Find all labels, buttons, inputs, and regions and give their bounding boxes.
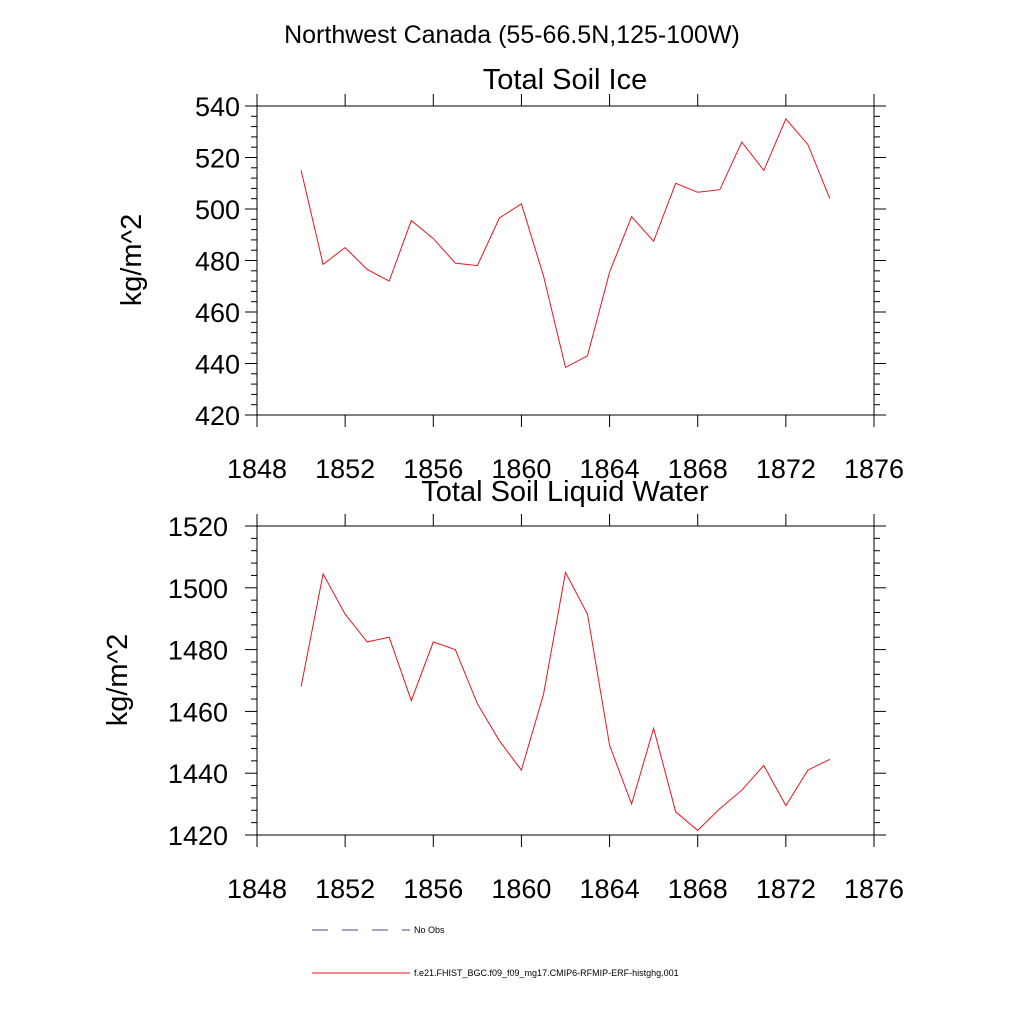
y-axis-label-soil-liquid-water: kg/m^2: [102, 634, 134, 727]
legend: No Obs f.e21.FHIST_BGC.f09_f09_mg17.CMIP…: [312, 925, 679, 978]
y-tick-label: 480: [195, 247, 240, 277]
y-tick-label: 540: [195, 92, 240, 122]
chart-title-soil-liquid-water: Total Soil Liquid Water: [421, 476, 709, 508]
x-tick-label: 1864: [580, 874, 640, 904]
x-tick-label: 1856: [403, 874, 463, 904]
y-tick-label: 420: [195, 401, 240, 431]
x-tick-label: 1876: [844, 454, 904, 484]
page-title: Northwest Canada (55-66.5N,125-100W): [284, 21, 740, 49]
x-tick-label: 1868: [668, 454, 728, 484]
y-axis-label-soil-ice: kg/m^2: [116, 214, 148, 307]
x-tick-label: 1852: [315, 874, 375, 904]
series-line: [300, 117, 831, 369]
x-tick-label: 1876: [844, 874, 904, 904]
y-tick-label: 460: [195, 298, 240, 328]
y-tick-label: 440: [195, 350, 240, 380]
x-tick-label: 1864: [580, 454, 640, 484]
plot-frame: [256, 105, 875, 416]
y-tick-label: 1480: [168, 636, 228, 666]
plot-frame: [256, 525, 875, 836]
series-line: [300, 570, 831, 832]
x-tick-label: 1848: [227, 874, 287, 904]
y-tick-label: 1420: [168, 821, 228, 851]
panel-soil-ice: Total Soil Ice kg/m^2 1848 1852 1856 1860 18…: [116, 64, 904, 484]
legend-label-no-obs: No Obs: [414, 925, 445, 935]
x-tick-label: 1848: [227, 454, 287, 484]
x-tick-label: 1852: [315, 454, 375, 484]
y-tick-label: 1460: [168, 697, 228, 727]
x-tick-label: 1860: [491, 454, 551, 484]
legend-label-model-run: f.e21.FHIST_BGC.f09_f09_mg17.CMIP6-RFMIP…: [414, 968, 679, 978]
x-tick-label: 1860: [491, 874, 551, 904]
y-tick-label: 1500: [168, 574, 228, 604]
x-tick-label: 1872: [756, 874, 816, 904]
panel-soil-liquid-water: Total Soil Liquid Water kg/m^2 1848 1852 1…: [102, 476, 904, 904]
y-tick-label: 500: [195, 195, 240, 225]
y-tick-label: 1440: [168, 759, 228, 789]
chart-title-soil-ice: Total Soil Ice: [483, 64, 647, 96]
y-tick-label: 1520: [168, 512, 228, 542]
x-tick-label: 1872: [756, 454, 816, 484]
x-tick-label: 1868: [668, 874, 728, 904]
y-tick-label: 520: [195, 144, 240, 174]
x-tick-label: 1856: [403, 454, 463, 484]
